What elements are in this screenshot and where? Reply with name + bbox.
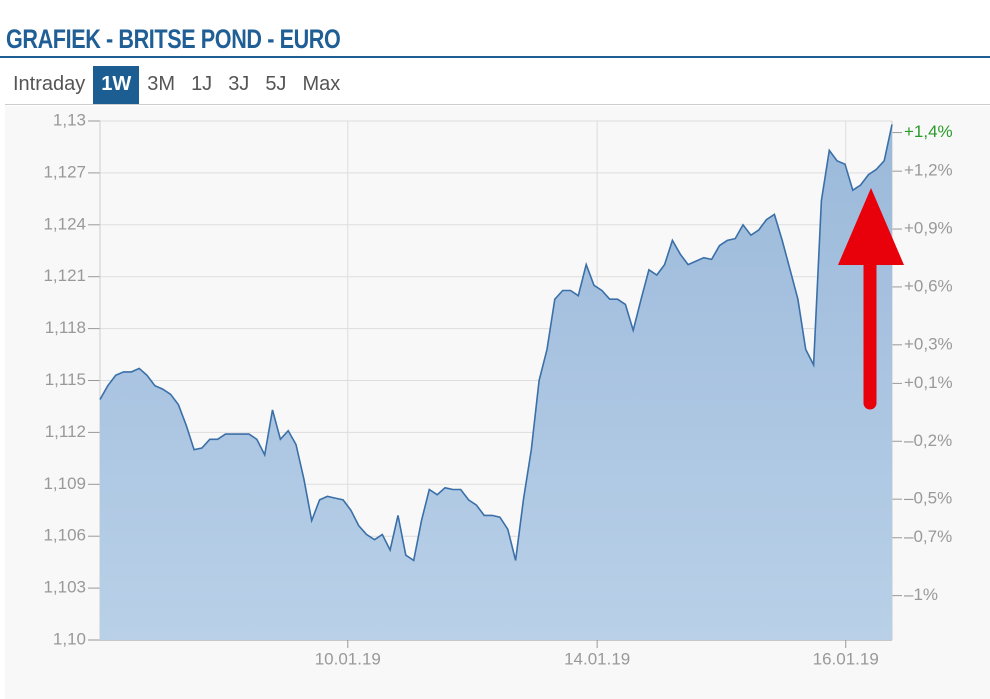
y2-tick-label: –0,5% — [904, 489, 952, 508]
y2-tick-label: +0,6% — [904, 276, 953, 295]
y2-tick-label: +1,2% — [904, 161, 953, 180]
x-tick-label: 10.01.19 — [315, 649, 381, 668]
tab[interactable]: Max — [302, 73, 341, 95]
y-tick-label: 1,106 — [43, 526, 86, 545]
arrow — [838, 188, 904, 410]
y-tick-label: 1,124 — [43, 214, 86, 233]
tabs: Intraday 1W 3M 1J 3J 5J Max — [5, 66, 348, 104]
x-tick-label: 14.01.19 — [564, 649, 630, 668]
tab[interactable]: 3J — [228, 73, 250, 95]
y2-tick-label: +1,4% — [904, 122, 953, 141]
tab-rule — [5, 104, 990, 105]
y-tick-label: 1,112 — [45, 422, 86, 441]
y-tick-label: 1,121 — [43, 266, 86, 285]
y-tick-label: 1,109 — [43, 474, 86, 493]
y-tick-label: 1,103 — [43, 578, 86, 597]
y2-tick-label: –0,2% — [904, 431, 952, 450]
y2-tick-label: +0,9% — [904, 219, 953, 238]
tab[interactable]: 5J — [265, 73, 287, 95]
x-tick-label: 16.01.19 — [813, 649, 879, 668]
title-rule — [0, 56, 990, 58]
y2-tick-label: +0,3% — [904, 334, 953, 353]
area — [100, 124, 892, 640]
tab[interactable]: 1J — [191, 73, 213, 95]
y2-tick-label: –0,7% — [904, 527, 952, 546]
tab[interactable]: 3M — [147, 73, 176, 95]
y-tick-label: 1,13 — [53, 110, 86, 129]
y-tick-label: 1,118 — [45, 318, 86, 337]
y-tick-label: 1,127 — [43, 162, 86, 181]
tab[interactable]: Intraday — [13, 73, 86, 95]
y-tick-label: 1,10 — [53, 629, 86, 648]
line — [99, 124, 893, 562]
tab[interactable]: 1W — [93, 66, 140, 104]
y2-tick-label: –1% — [904, 585, 938, 604]
title: GRAFIEK - BRITSE POND - EURO — [6, 24, 341, 54]
y-tick-label: 1,115 — [45, 370, 86, 389]
y2-tick-label: +0,1% — [904, 373, 953, 392]
